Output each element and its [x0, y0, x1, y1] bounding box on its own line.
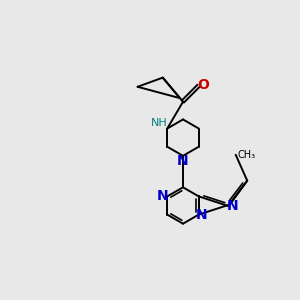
Text: N: N	[196, 208, 208, 222]
Text: N: N	[157, 189, 169, 203]
Text: O: O	[197, 77, 209, 92]
Text: NH: NH	[151, 118, 168, 128]
Text: N: N	[226, 200, 238, 213]
Text: N: N	[177, 154, 189, 168]
Text: CH₃: CH₃	[237, 150, 255, 160]
